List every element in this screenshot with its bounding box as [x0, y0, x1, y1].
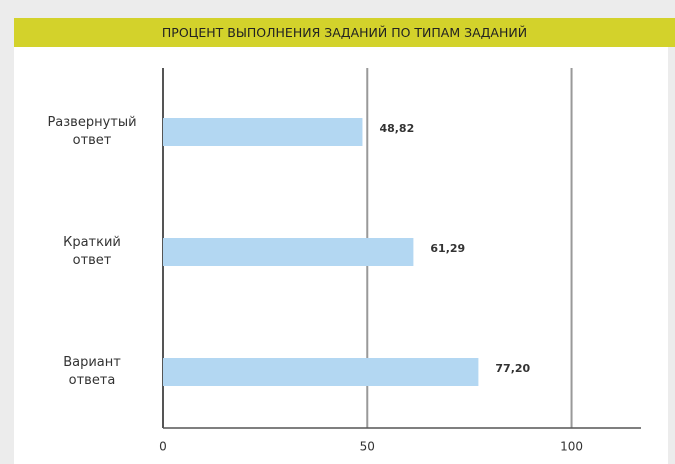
y-tick-label: Вариант ответа — [63, 355, 121, 388]
value-label: 61,29 — [430, 242, 465, 255]
value-label: 77,20 — [495, 362, 530, 375]
chart-title: ПРОЦЕНТ ВЫПОЛНЕНИЯ ЗАДАНИЙ ПО ТИПАМ ЗАДА… — [14, 18, 675, 47]
bar — [163, 358, 479, 386]
x-tick-label: 0 — [159, 440, 167, 454]
y-tick-label: Развернутый ответ — [47, 115, 137, 148]
x-tick-label: 50 — [360, 440, 375, 454]
bar — [163, 118, 363, 146]
x-tick-label: 100 — [560, 440, 583, 454]
y-tick-label: Краткий ответ — [63, 235, 121, 268]
bar — [163, 238, 414, 266]
value-label: 48,82 — [379, 122, 414, 135]
